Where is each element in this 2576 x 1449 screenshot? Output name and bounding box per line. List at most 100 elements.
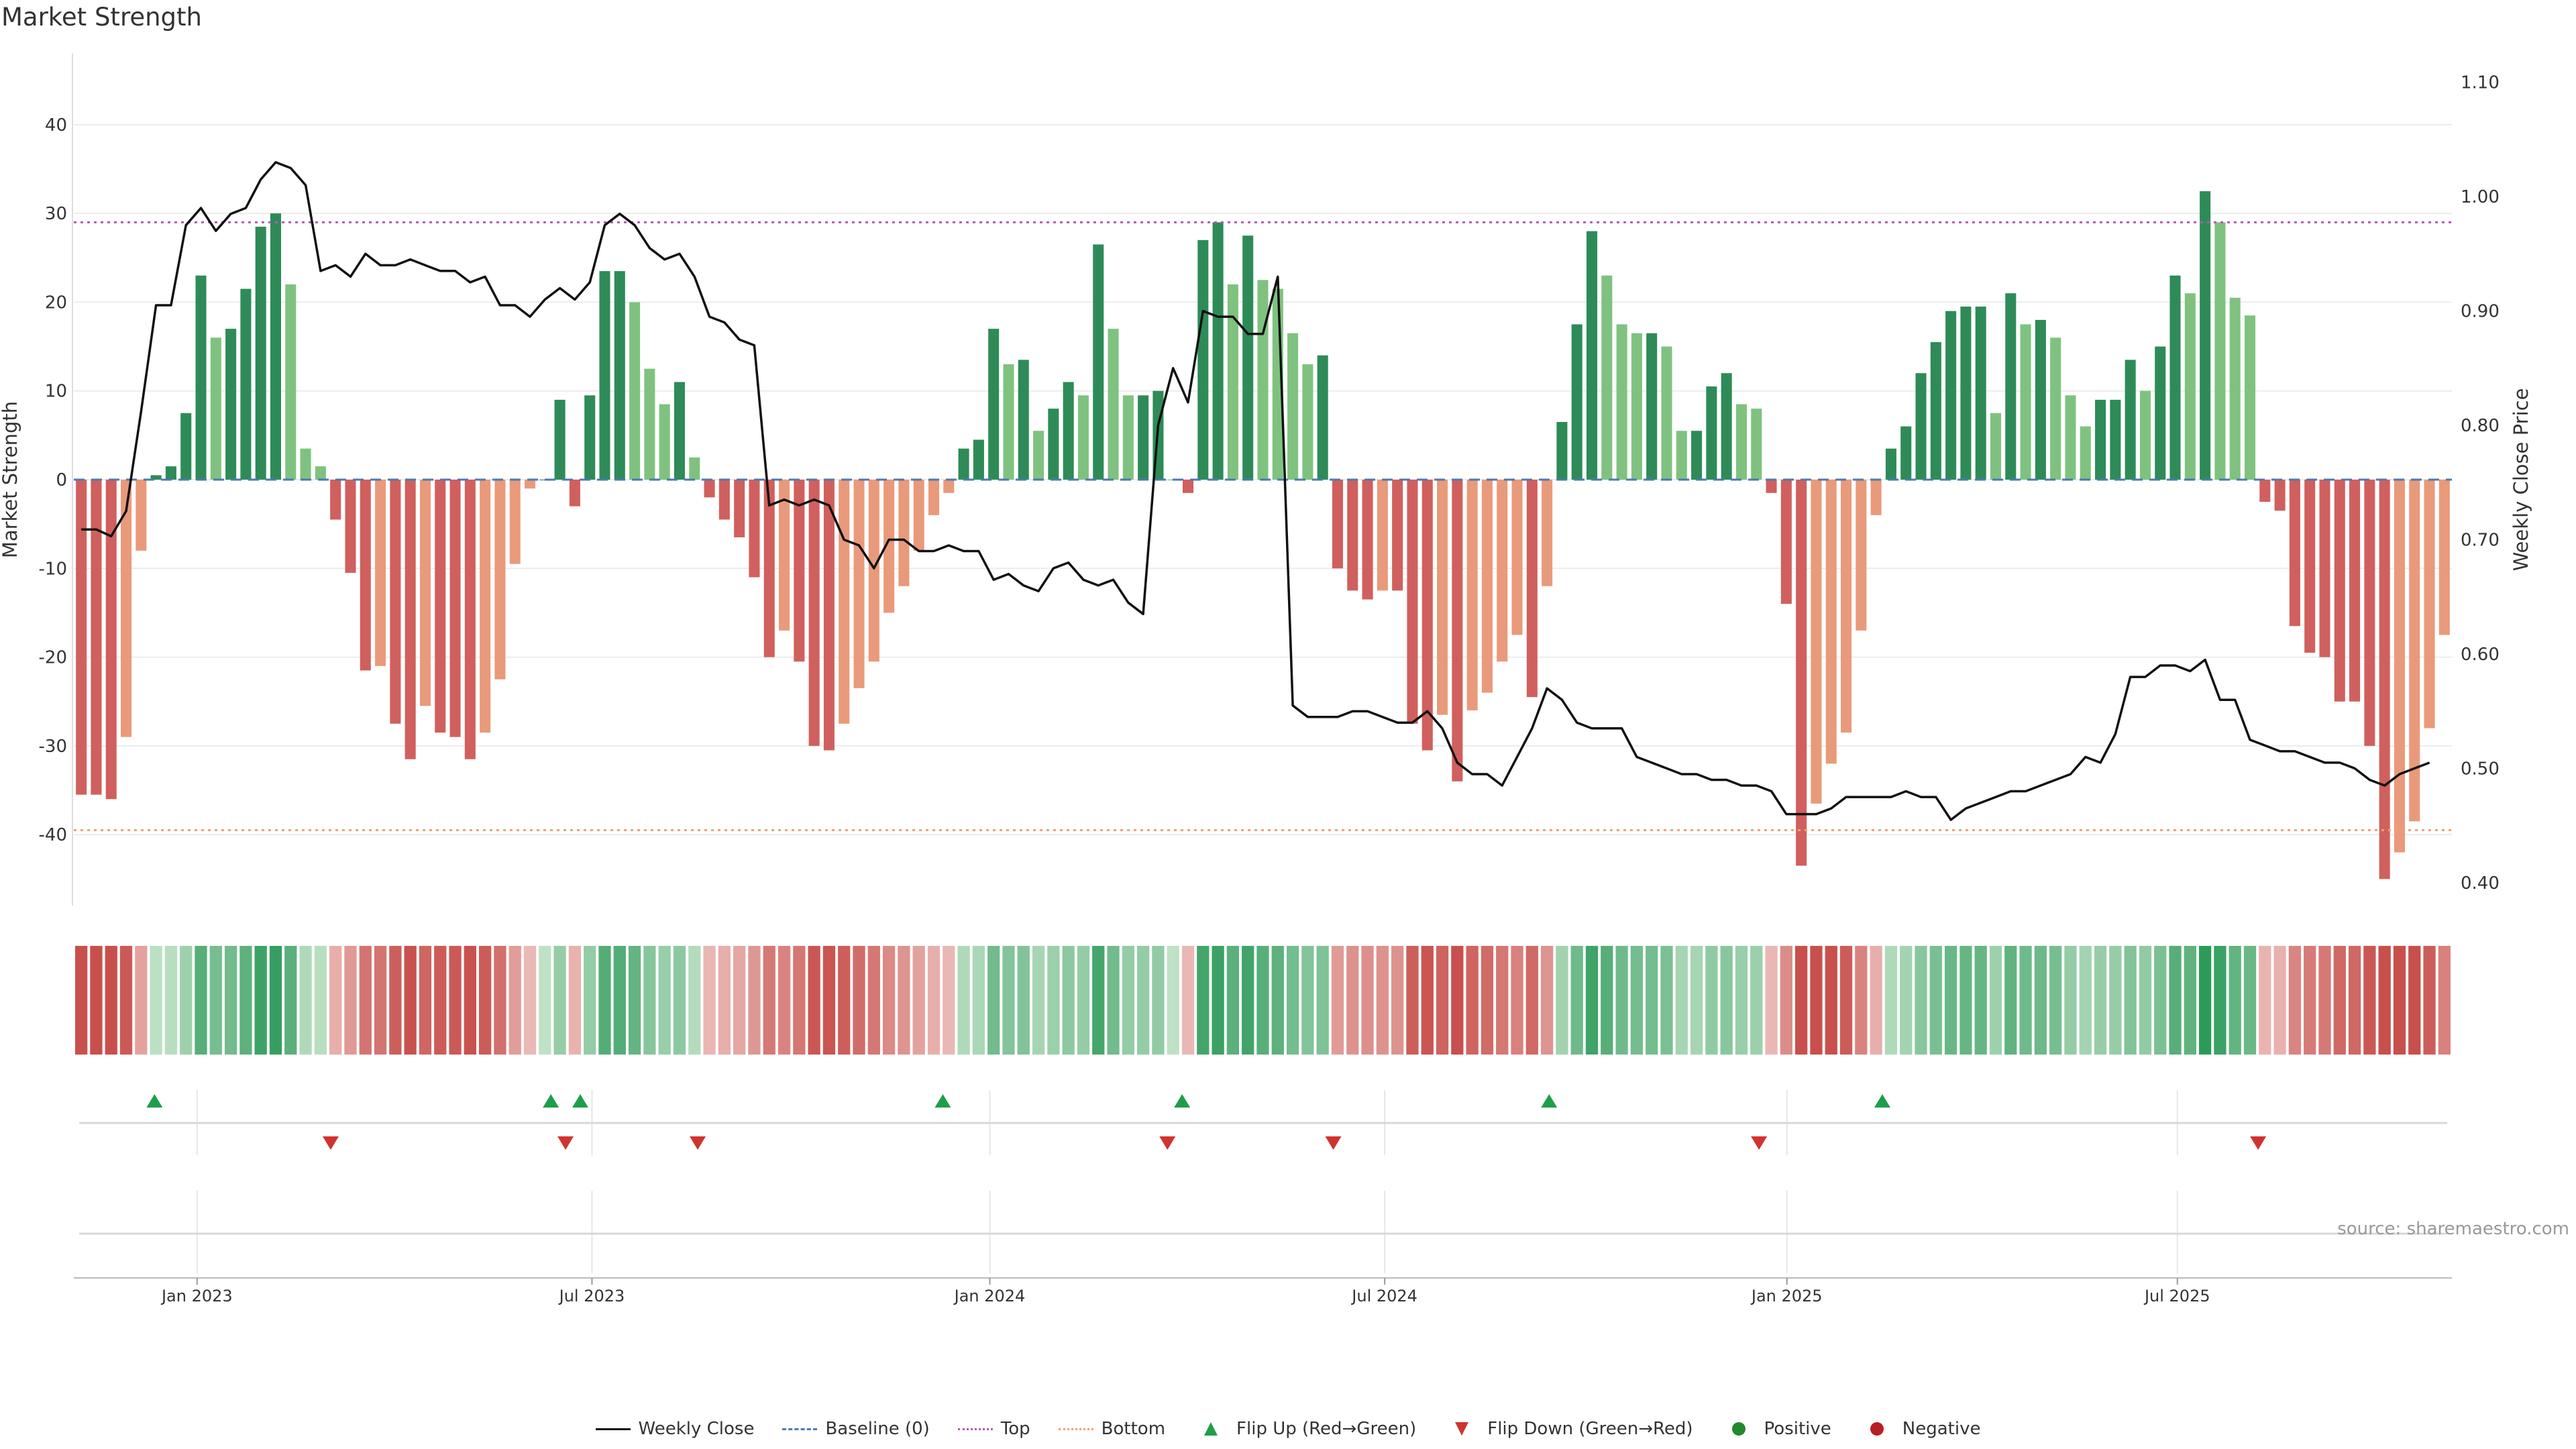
legend-symbol-line-dotted: [1058, 1422, 1093, 1436]
y-tick-label: -10: [39, 559, 67, 579]
positive-bar: [1975, 307, 1986, 480]
heat-cell-positive: [658, 946, 671, 1055]
negative-bar: [839, 480, 850, 724]
negative-bar: [480, 480, 491, 733]
heat-cell-positive: [1615, 946, 1628, 1055]
positive-bar: [2020, 324, 2031, 480]
heat-cell-positive: [1585, 946, 1599, 1055]
legend-symbol-line-dotted: [957, 1422, 993, 1436]
heat-cell-positive: [2243, 946, 2257, 1055]
heat-cell-negative: [763, 946, 775, 1055]
heat-cell-negative: [374, 946, 387, 1055]
heat-cell-negative: [703, 946, 716, 1055]
negative-bar: [853, 480, 865, 688]
legend-label: Bottom: [1101, 1419, 1166, 1439]
positive-bar: [2125, 360, 2136, 480]
heat-cell-positive: [1286, 946, 1299, 1055]
heat-cell-positive: [1047, 946, 1060, 1055]
heat-cell-negative: [449, 946, 462, 1055]
heat-cell-positive: [1316, 946, 1329, 1055]
legend-item-negative: Negative: [1860, 1419, 1980, 1439]
legend-item-top: Top: [957, 1419, 1030, 1439]
heat-cell-negative: [359, 946, 372, 1055]
heat-cell-negative: [2333, 946, 2346, 1055]
x-tick-label: Jul 2024: [1350, 1287, 1417, 1305]
heat-cell-positive: [1077, 946, 1090, 1055]
positive-bar: [1122, 395, 1134, 480]
heat-cell-negative: [1540, 946, 1554, 1055]
heat-cell-positive: [2064, 946, 2077, 1055]
heat-cell-positive: [539, 946, 551, 1055]
y-tick-label: -20: [39, 648, 67, 668]
negative-bar: [898, 480, 910, 586]
reference-lines: [74, 221, 2452, 832]
positive-bar: [165, 466, 176, 480]
positive-bar: [315, 466, 326, 480]
legend-label: Top: [1000, 1419, 1030, 1439]
positive-bar: [2065, 395, 2076, 480]
negative-bar: [913, 480, 924, 551]
positive-bar: [195, 275, 207, 480]
legend-label: Positive: [1764, 1419, 1831, 1439]
positive-bar: [1063, 382, 1074, 480]
heat-cell-positive: [1002, 946, 1015, 1055]
positive-bar: [629, 302, 641, 480]
weekly-close-line-group: [81, 161, 2430, 821]
heat-cell-negative: [419, 946, 432, 1055]
legend-label: Flip Up (Red→Green): [1236, 1419, 1417, 1439]
chart-title: Market Strength: [1, 3, 202, 32]
legend-label: Flip Down (Green→Red): [1487, 1419, 1693, 1439]
flip-up-marker: [543, 1094, 559, 1108]
positive-bar: [1138, 395, 1149, 480]
positive-bar: [1601, 275, 1613, 480]
heat-cell-negative: [822, 946, 836, 1055]
heat-cell-negative: [523, 946, 537, 1055]
negative-bar: [1332, 480, 1344, 569]
heat-cell-negative: [912, 946, 925, 1055]
legend-item-flip-up: Flip Up (Red→Green): [1193, 1419, 1416, 1439]
negative-bar: [1766, 480, 1777, 493]
heat-cell-negative: [1839, 946, 1853, 1055]
positive-bar: [659, 404, 670, 480]
flip-down-marker: [322, 1136, 339, 1150]
heat-cell-negative: [478, 946, 492, 1055]
positive-bar: [1960, 307, 1972, 480]
flip-markers: [79, 1090, 2447, 1273]
heat-cell-positive: [1556, 946, 1568, 1055]
heat-cell-positive: [628, 946, 641, 1055]
positive-bar: [674, 382, 685, 480]
flip-down-marker: [1751, 1136, 1768, 1150]
negative-bar: [1407, 480, 1418, 724]
heat-cell-negative: [494, 946, 506, 1055]
heat-cell-positive: [1092, 946, 1105, 1055]
negative-bar: [1542, 480, 1553, 586]
y2-axis-label: Weekly Close Price: [2510, 388, 2532, 572]
heat-cell-positive: [224, 946, 237, 1055]
legend: Weekly Close Baseline (0) Top Bottom Flip Up…: [0, 1415, 2576, 1442]
heat-cell-positive: [598, 946, 611, 1055]
legend-item-flip-down: Flip Down (Green→Red): [1444, 1419, 1693, 1439]
flip-down-marker: [690, 1136, 706, 1150]
heat-cell-positive: [239, 946, 252, 1055]
heat-cell-positive: [1735, 946, 1748, 1055]
heat-cell-negative: [2288, 946, 2302, 1055]
y-tick-label: -40: [39, 825, 67, 845]
heat-cell-positive: [1960, 946, 1972, 1055]
heat-cell-positive: [195, 946, 207, 1055]
negative-bar: [91, 480, 102, 795]
source-note: source: sharemaestro.com: [2337, 1219, 2569, 1239]
heat-cell-negative: [867, 946, 880, 1055]
positive-bar: [2169, 275, 2181, 480]
y2-tick-label: 0.70: [2461, 530, 2500, 550]
y-tick-label: 20: [45, 292, 67, 313]
heat-cell-positive: [987, 946, 1000, 1055]
positive-bar: [1018, 360, 1029, 480]
heat-cell-positive: [1197, 946, 1210, 1055]
legend-symbol-line-dashed: [782, 1422, 818, 1436]
negative-bar: [734, 480, 745, 537]
negative-bar: [1452, 480, 1463, 782]
heat-cell-negative: [329, 946, 342, 1055]
heat-cell-positive: [1720, 946, 1733, 1055]
positive-bar: [1706, 386, 1717, 480]
heat-cell-negative: [1795, 946, 1808, 1055]
